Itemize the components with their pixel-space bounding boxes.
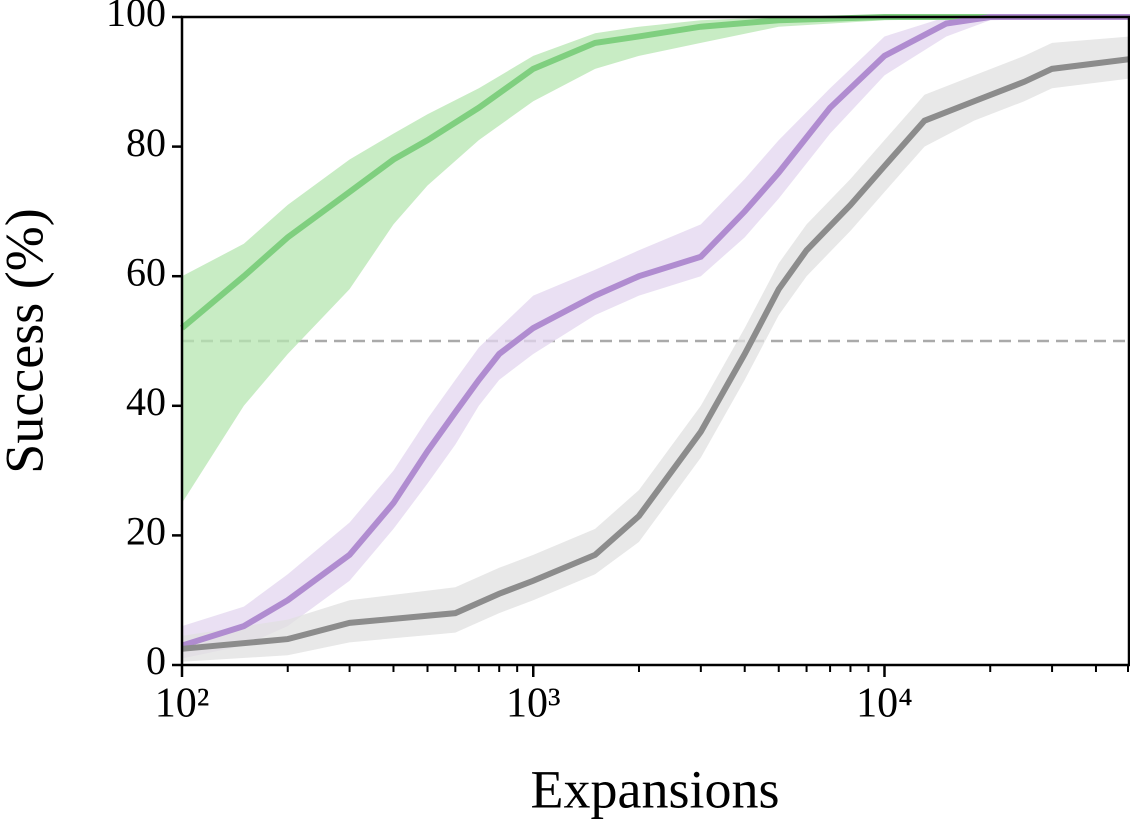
y-axis-label: Success (%) <box>0 208 54 473</box>
series-line <box>180 14 1130 331</box>
y-tick-label: 40 <box>126 379 166 424</box>
x-axis-label: Expansions <box>531 759 780 819</box>
series-line <box>181 56 1130 652</box>
y-tick-label: 100 <box>106 0 166 35</box>
y-tick-label: 60 <box>126 249 166 294</box>
confidence-band <box>182 17 1130 503</box>
x-tick-label: 10⁴ <box>856 681 913 727</box>
x-tick-label: 10² <box>155 681 210 727</box>
y-tick-label: 20 <box>126 509 166 554</box>
series-line <box>181 14 1130 649</box>
x-tick-label: 10³ <box>506 681 561 727</box>
y-tick-label: 80 <box>126 120 166 165</box>
y-tick-label: 0 <box>146 638 166 683</box>
confidence-band <box>182 17 1130 659</box>
plot-frame <box>180 15 1130 667</box>
